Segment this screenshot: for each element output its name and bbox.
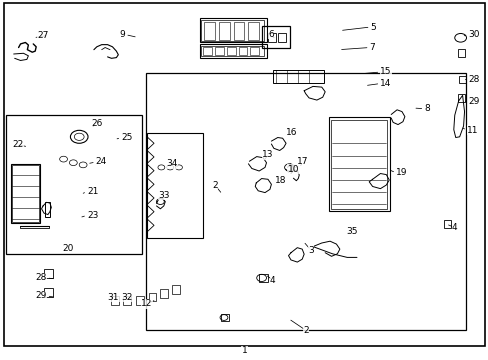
Bar (199, 18, 266, 42)
Text: 10: 10 (287, 165, 299, 174)
Bar (44, 288, 53, 297)
Bar (457, 49, 464, 57)
Bar (11, 164, 40, 223)
Text: 6: 6 (267, 30, 273, 39)
Bar (12, 165, 39, 222)
Text: 11: 11 (466, 126, 478, 135)
Text: 27: 27 (38, 31, 49, 40)
Text: 1: 1 (241, 346, 247, 355)
Text: 3: 3 (307, 246, 313, 255)
Bar (111, 296, 119, 305)
Bar (443, 220, 450, 228)
Bar (146, 133, 203, 238)
Text: 8: 8 (424, 104, 429, 113)
Text: 19: 19 (395, 168, 407, 177)
Bar (328, 117, 389, 211)
Text: 26: 26 (91, 118, 102, 127)
Bar (233, 22, 244, 40)
Bar (201, 20, 264, 41)
Text: 14: 14 (380, 79, 391, 88)
Bar (148, 293, 156, 301)
Text: 23: 23 (87, 211, 98, 220)
Bar (259, 274, 267, 282)
Text: 34: 34 (166, 159, 178, 168)
Text: 28: 28 (35, 274, 46, 282)
Text: 29: 29 (35, 292, 46, 300)
Text: 32: 32 (121, 292, 133, 302)
Text: 21: 21 (87, 187, 98, 196)
Bar (45, 202, 50, 217)
Text: 4: 4 (451, 223, 457, 232)
Bar (6, 115, 142, 254)
Text: 2: 2 (303, 326, 308, 335)
Bar (215, 47, 224, 55)
Bar (267, 33, 275, 42)
Bar (172, 285, 180, 294)
Text: 16: 16 (285, 128, 297, 137)
Bar (457, 94, 464, 102)
Text: 12: 12 (141, 300, 152, 308)
Text: 2: 2 (212, 181, 218, 190)
Text: 4: 4 (269, 276, 275, 284)
Bar (458, 76, 465, 83)
Bar (226, 47, 235, 55)
Text: 31: 31 (107, 292, 119, 302)
Bar (44, 269, 53, 278)
Bar (248, 22, 259, 40)
Text: 33: 33 (158, 191, 170, 199)
Bar (201, 46, 264, 56)
Text: 15: 15 (380, 68, 391, 77)
Bar (219, 22, 229, 40)
Text: 5: 5 (370, 22, 376, 31)
Text: 20: 20 (62, 244, 74, 253)
Text: 25: 25 (121, 133, 132, 142)
Bar (277, 33, 285, 42)
Bar (262, 26, 290, 48)
Bar (238, 47, 247, 55)
Text: 7: 7 (369, 43, 375, 52)
Bar (272, 70, 324, 83)
Text: 13: 13 (262, 150, 273, 159)
Bar (204, 22, 215, 40)
Bar (123, 296, 131, 305)
Text: 24: 24 (96, 157, 107, 166)
Bar (199, 44, 266, 58)
Text: 17: 17 (297, 157, 308, 166)
Text: 30: 30 (468, 30, 479, 39)
Bar (221, 314, 228, 321)
Bar (250, 47, 259, 55)
Text: 28: 28 (468, 75, 479, 84)
Bar (145, 73, 465, 330)
Text: 22: 22 (12, 140, 23, 149)
Bar (330, 120, 386, 209)
Text: 35: 35 (346, 227, 357, 236)
Text: 9: 9 (119, 30, 125, 39)
Text: 18: 18 (274, 176, 286, 185)
Bar (203, 47, 212, 55)
Text: 29: 29 (468, 97, 479, 106)
Bar (160, 289, 167, 298)
Bar (136, 296, 143, 305)
